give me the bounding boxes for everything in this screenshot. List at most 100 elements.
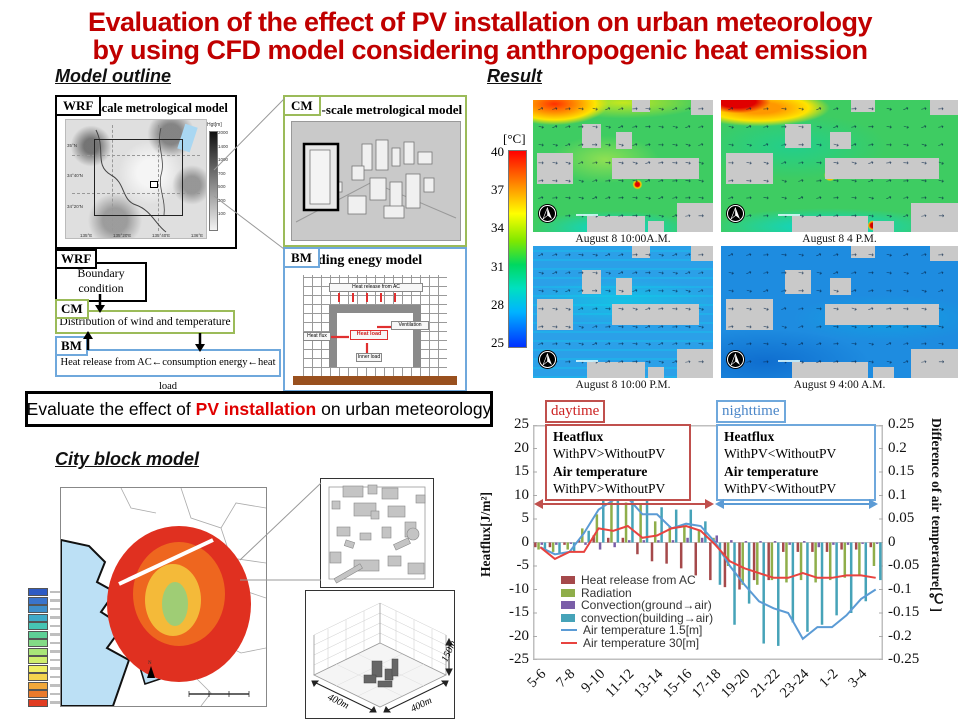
cfd-building [648, 367, 665, 378]
wind-arrow: → [920, 211, 928, 221]
wind-arrow: → [850, 321, 858, 332]
wind-arrow: → [564, 340, 572, 349]
micro-scale-3d-city [291, 121, 461, 241]
flow-bm-tag: BM [55, 336, 88, 356]
wind-arrow: → [902, 268, 911, 278]
legend-text: convection(building→air) [581, 610, 714, 625]
wind-arrow: → [762, 358, 770, 367]
wind-arrow: → [643, 158, 652, 168]
wind-arrow: → [867, 104, 875, 114]
wind-arrow: → [727, 322, 735, 331]
legend-swatch [28, 630, 48, 639]
wind-arrow: → [919, 140, 929, 150]
wind-arrow: → [850, 175, 858, 186]
wind-arrow: → [884, 339, 893, 350]
longitude-label: 136°E [190, 232, 204, 238]
ytick-right: -0.1 [888, 580, 912, 597]
wind-arrow: → [920, 304, 928, 314]
wind-arrow: → [604, 193, 612, 203]
wind-arrow: → [727, 122, 735, 132]
legend-swatch [28, 656, 48, 664]
wind-arrow: → [780, 250, 787, 260]
bm-panel-title: Building enegy model [293, 253, 423, 268]
wind-arrow: → [885, 104, 893, 114]
wind-arrow: → [832, 357, 840, 367]
wind-arrow: → [618, 194, 625, 203]
ytick-right: -0.25 [888, 651, 920, 667]
wind-arrow: → [831, 268, 841, 278]
cfd-building [872, 367, 894, 378]
wind-arrow: → [885, 286, 892, 295]
legend-label-bar [50, 658, 64, 662]
wind-arrow: → [617, 211, 625, 221]
wind-arrow: → [850, 212, 857, 221]
ytick-left: -20 [509, 627, 529, 644]
wind-arrow: → [796, 193, 806, 204]
ytick-right: 0.05 [888, 510, 915, 526]
wind-arrow: → [630, 122, 639, 132]
ventilation-label: Ventilation [391, 321, 429, 330]
cfd-building [910, 348, 958, 378]
center-buildings [363, 658, 399, 688]
wind-arrow: → [833, 340, 840, 349]
cfd-panel-earlymorning: → → → → → → → → → → → → → → → → → → → → → → → → → → → → → → → → → → → → → → → →… [721, 246, 958, 378]
wind-arrow: → [670, 193, 679, 203]
wind-arrow: → [684, 158, 692, 168]
wrf-legend-title: Hgt[m] [207, 122, 222, 128]
svg-text:N: N [148, 661, 152, 666]
legend-row [28, 622, 64, 630]
wind-arrow: → [762, 194, 770, 203]
legend-row [28, 630, 64, 639]
wind-arrow: → [631, 358, 638, 367]
legend-row [28, 656, 64, 664]
cfd-building [725, 152, 774, 185]
wind-arrow: → [591, 140, 598, 149]
cfd-building [792, 216, 868, 232]
scale-bar [188, 691, 250, 697]
wind-arrow: → [537, 176, 545, 185]
slide-title-line2: by using CFD model considering anthropog… [92, 35, 868, 65]
wind-arrow: → [832, 211, 840, 221]
wind-arrow: → [550, 250, 559, 260]
wind-arrow: → [697, 303, 706, 314]
legend-text: Air temperature 30[m] [583, 635, 700, 650]
wrf-tag: WRF [55, 95, 102, 116]
wind-arrow: → [538, 304, 545, 313]
cfd-building [691, 246, 713, 261]
wind-arrow: → [726, 250, 735, 261]
wind-arrow: → [850, 194, 858, 203]
chart-legend-row: Radiation [561, 586, 713, 600]
slide-title-line1: Evaluation of the effect of PV installat… [87, 7, 873, 37]
wind-arrow: → [815, 286, 823, 296]
wind-arrow: → [537, 268, 546, 278]
wind-arrow: → [937, 268, 945, 278]
legend-label-bar [50, 641, 64, 645]
wind-arrow: → [563, 286, 572, 296]
wind-arrow: → [744, 104, 753, 114]
chart-legend-row: Air temperature 30[m] [561, 635, 713, 650]
inner-load-label: Inner load [356, 353, 382, 362]
cfd-building [581, 123, 602, 148]
wind-arrow: → [798, 140, 805, 149]
chart-legend-row: Heat release from AC [561, 573, 713, 587]
wind-arrow: → [537, 286, 545, 296]
wind-arrow: → [658, 286, 665, 295]
wind-arrow: → [590, 104, 599, 114]
wind-arrow: → [698, 105, 705, 114]
wind-arrow: → [683, 122, 692, 132]
wind-scale-arrow [576, 214, 599, 217]
dim-400m-left: 400m [326, 692, 351, 712]
wind-arrow: → [590, 175, 599, 186]
wind-arrow: → [938, 105, 945, 114]
cfd-building [677, 202, 713, 232]
ytick-left: -5 [516, 557, 530, 573]
section-model-outline: Model outline [55, 66, 171, 86]
wind-arrow: → [780, 104, 787, 114]
wind-arrow: → [867, 286, 875, 296]
wind-arrow: → [849, 286, 858, 296]
wind-arrow: → [937, 286, 946, 296]
wind-arrow: → [779, 175, 788, 186]
ytick-left: 15 [514, 463, 529, 479]
map-gridline [71, 155, 201, 157]
cfd-building [632, 100, 650, 112]
